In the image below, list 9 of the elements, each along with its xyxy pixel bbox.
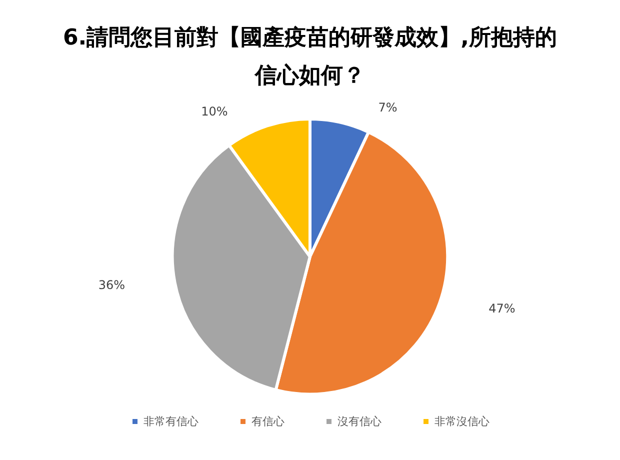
legend-label: 非常有信心 (144, 415, 198, 428)
data-label: 7% (378, 100, 398, 115)
legend-label: 非常沒信心 (434, 415, 490, 428)
data-label: 47% (488, 301, 516, 316)
data-label: 10% (201, 104, 228, 118)
data-label: 36% (98, 278, 126, 292)
legend-label: 有信心 (252, 415, 284, 428)
chart-title: 6.請問您目前對【國產疫苗的研發成效】,所抱持的信心如何？ (62, 26, 558, 88)
legend-label: 沒有信心 (338, 415, 382, 428)
